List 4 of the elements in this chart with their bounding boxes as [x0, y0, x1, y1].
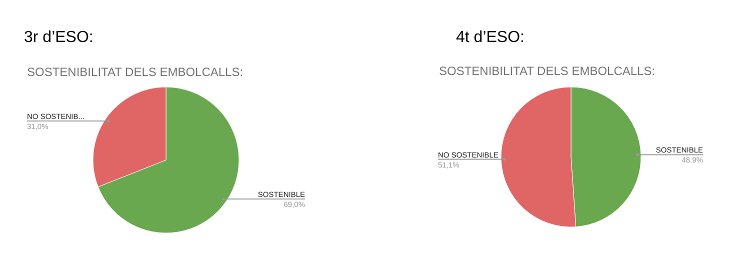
- chart-subtitle: SOSTENIBILITAT DELS EMBOLCALLS:: [439, 64, 656, 78]
- chart-subtitle: SOSTENIBILITAT DELS EMBOLCALLS:: [27, 65, 244, 79]
- chart-title: 4t d’ESO:: [456, 29, 524, 46]
- chart-title: 3r d’ESO:: [24, 29, 94, 46]
